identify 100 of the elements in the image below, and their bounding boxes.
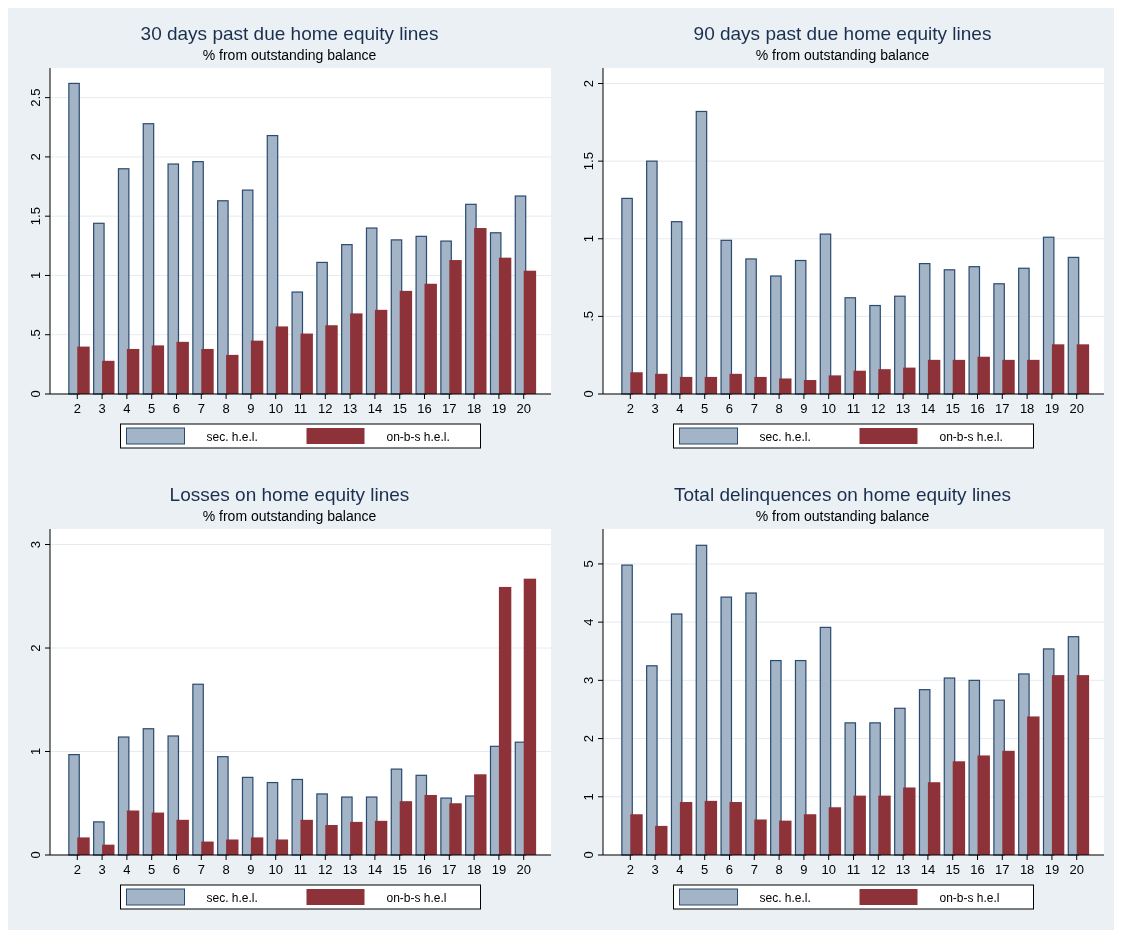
bar <box>151 345 165 394</box>
bar <box>167 735 180 856</box>
bar <box>704 376 718 394</box>
bar <box>952 761 966 855</box>
x-tick-label: 9 <box>800 401 808 416</box>
bar <box>745 258 757 395</box>
x-tick-label: 20 <box>1069 862 1084 877</box>
x-tick-label: 10 <box>821 862 836 877</box>
x-tick-label: 7 <box>750 862 758 877</box>
bar <box>474 228 487 394</box>
bar <box>779 378 792 394</box>
x-tick-label: 12 <box>871 862 886 877</box>
y-tick-label: 1.5 <box>581 152 596 171</box>
bar <box>250 340 264 394</box>
x-tick-label: 11 <box>293 862 308 877</box>
bar <box>695 544 708 856</box>
y-tick-label: 2 <box>581 79 596 88</box>
bar <box>1042 236 1055 395</box>
bar <box>77 837 90 855</box>
x-tick-label: 9 <box>800 862 808 877</box>
x-tick-label: 14 <box>367 401 383 416</box>
x-tick-label: 6 <box>172 401 181 416</box>
x-tick-label: 12 <box>318 401 333 416</box>
bar <box>68 754 80 856</box>
x-tick-label: 10 <box>268 862 283 877</box>
x-tick-label: 8 <box>775 401 783 416</box>
bar <box>217 200 229 395</box>
bar <box>474 774 487 855</box>
bar <box>646 160 658 395</box>
bar <box>93 222 105 395</box>
bar <box>646 665 658 856</box>
x-tick-label: 7 <box>197 401 205 416</box>
x-tick-label: 10 <box>821 401 836 416</box>
x-tick-label: 18 <box>1019 401 1035 416</box>
bar <box>670 613 683 856</box>
y-tick-label: 3 <box>28 540 43 549</box>
bar <box>201 348 214 394</box>
bar <box>720 596 733 856</box>
bar <box>291 778 304 856</box>
x-tick-label: 5 <box>701 401 709 416</box>
x-tick-label: 8 <box>775 862 783 877</box>
x-tick-label: 8 <box>222 862 230 877</box>
bar <box>720 239 733 395</box>
bar <box>192 683 204 856</box>
bar <box>449 260 462 394</box>
bar <box>754 819 767 855</box>
bar <box>365 227 378 395</box>
bar <box>241 189 254 395</box>
bar <box>93 821 105 856</box>
bar <box>869 722 881 856</box>
x-tick-label: 5 <box>148 401 156 416</box>
chart-subtitle: % from outstanding balance <box>755 508 930 524</box>
bar <box>670 221 683 395</box>
bar <box>853 370 866 394</box>
y-tick-label: 1 <box>28 271 43 280</box>
x-tick-label: 12 <box>871 401 886 416</box>
bar <box>250 837 264 855</box>
x-tick-label: 11 <box>846 401 861 416</box>
bar <box>729 373 742 394</box>
bar <box>853 795 866 855</box>
bar <box>679 802 693 855</box>
bar <box>192 161 204 395</box>
bar <box>1051 344 1065 394</box>
y-tick-label: 1 <box>581 793 596 801</box>
x-tick-label: 15 <box>392 862 407 877</box>
bar <box>117 736 130 856</box>
bar <box>151 812 165 855</box>
x-tick-label: 2 <box>626 862 634 877</box>
y-tick-label: 5 <box>581 560 596 568</box>
x-tick-label: 3 <box>651 862 659 877</box>
bar <box>621 197 633 395</box>
x-tick-label: 7 <box>750 401 758 416</box>
bar <box>621 564 633 856</box>
bar <box>275 326 289 394</box>
bar <box>844 297 857 395</box>
bar <box>424 794 437 855</box>
x-tick-label: 14 <box>920 862 936 877</box>
bar <box>523 270 537 394</box>
bar <box>449 803 462 855</box>
bar <box>241 776 254 856</box>
x-tick-label: 9 <box>247 862 255 877</box>
bar <box>918 263 931 395</box>
bar <box>1018 267 1030 395</box>
x-tick-label: 17 <box>442 862 457 877</box>
bar <box>424 283 437 394</box>
bar <box>794 659 807 856</box>
bar <box>266 134 279 395</box>
x-tick-label: 2 <box>626 401 634 416</box>
x-tick-label: 6 <box>725 401 734 416</box>
bar <box>399 290 413 394</box>
y-tick-label: 3 <box>581 676 596 684</box>
y-tick-label: 2 <box>28 644 43 652</box>
x-tick-label: 13 <box>342 401 358 416</box>
legend-label: sec. h.e.l. <box>759 430 811 444</box>
x-tick-label: 17 <box>995 401 1010 416</box>
x-tick-label: 5 <box>701 862 709 877</box>
x-tick-label: 4 <box>123 401 131 416</box>
x-tick-label: 19 <box>1044 401 1060 416</box>
bar <box>819 233 832 395</box>
bar <box>325 325 338 394</box>
